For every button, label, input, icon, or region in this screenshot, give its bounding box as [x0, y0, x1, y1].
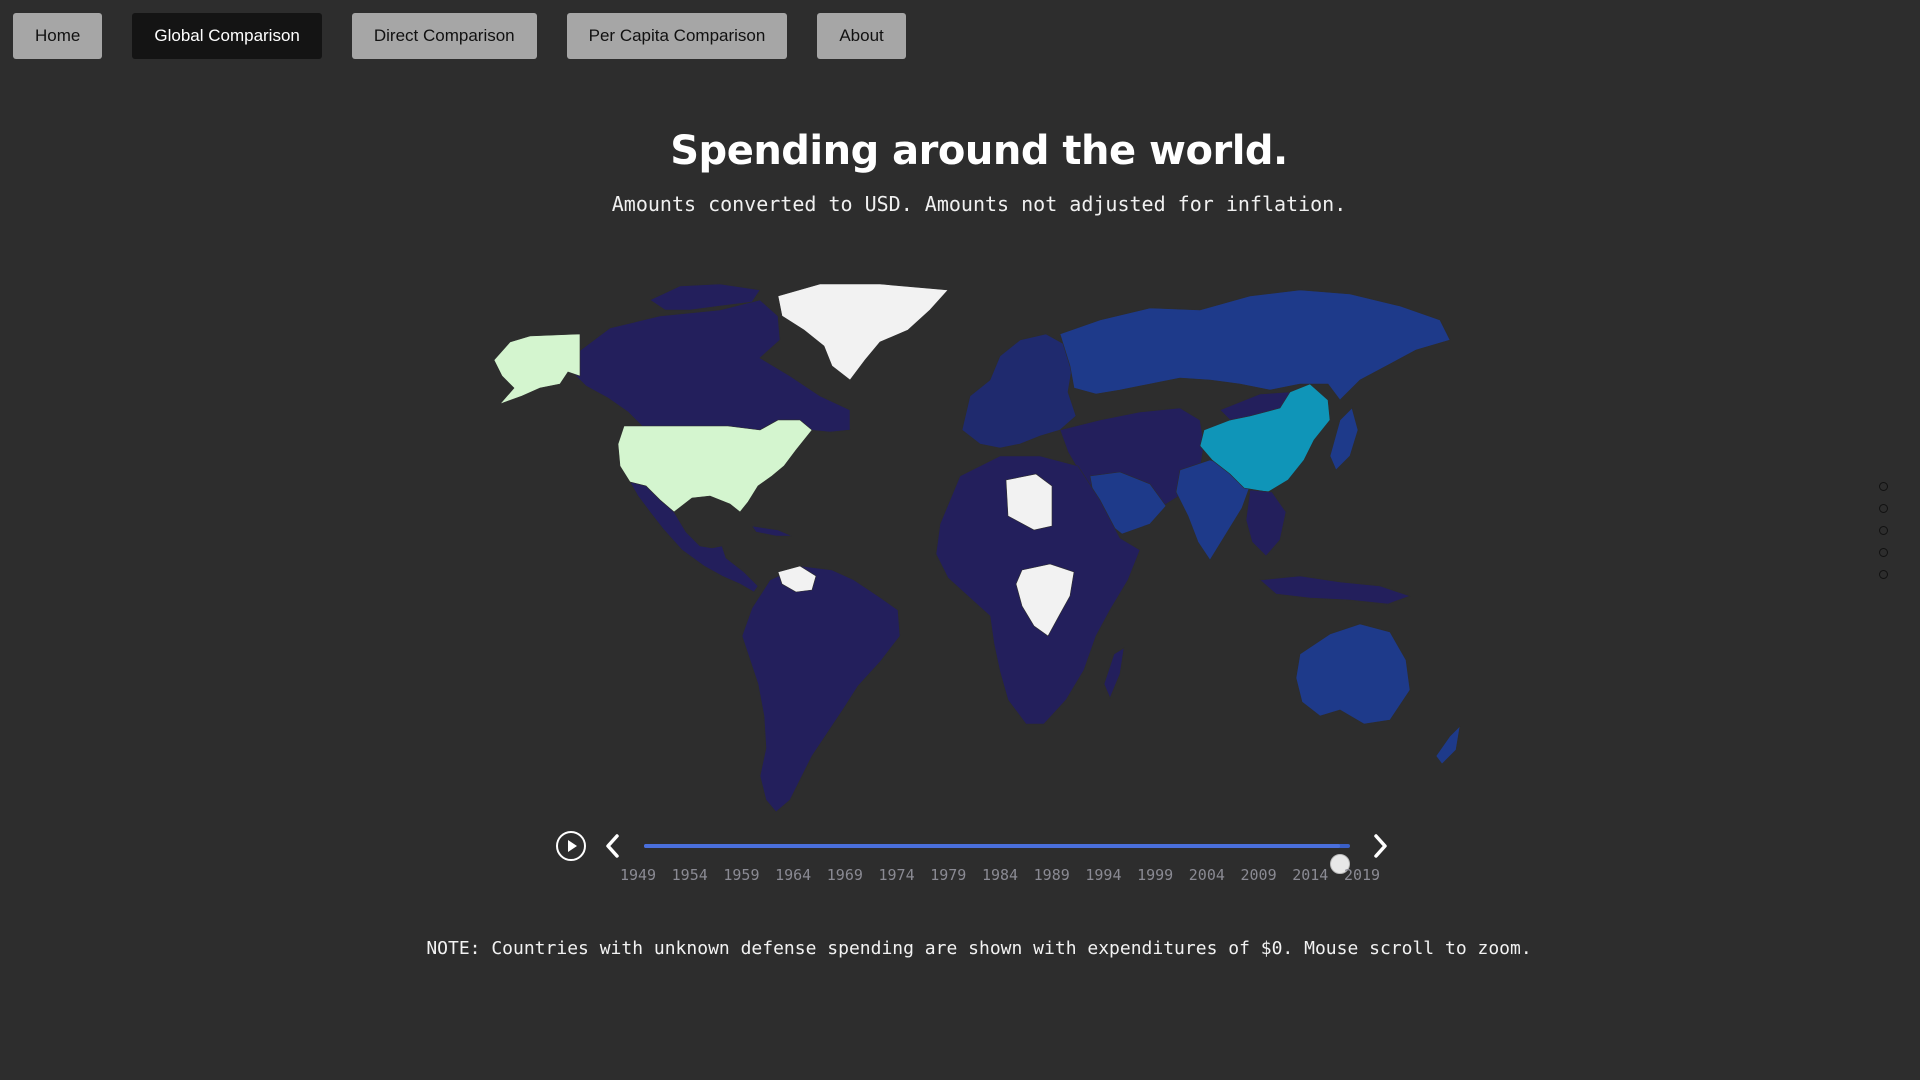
top-nav: Home Global Comparison Direct Comparison… — [13, 13, 906, 59]
world-map[interactable] — [460, 280, 1500, 820]
region-libya[interactable] — [1005, 473, 1053, 531]
year-tick-label: 1999 — [1137, 866, 1174, 884]
section-dot[interactable] — [1879, 482, 1888, 491]
region-alaska[interactable] — [493, 333, 581, 405]
nav-direct-comparison-button[interactable]: Direct Comparison — [351, 13, 537, 59]
page-title: Spending around the world. — [670, 128, 1288, 174]
region-mongolia[interactable] — [1219, 391, 1291, 421]
nav-per-capita-comparison-button[interactable]: Per Capita Comparison — [566, 13, 788, 59]
region-central-africa[interactable] — [1015, 563, 1075, 637]
section-dot[interactable] — [1879, 526, 1888, 535]
year-tick-label: 1979 — [930, 866, 967, 884]
region-canada-arctic[interactable] — [649, 283, 761, 311]
region-venezuela[interactable] — [777, 565, 817, 593]
region-new-zealand[interactable] — [1435, 725, 1461, 765]
timeline-controls: 1949 1954 1959 1964 1969 1974 1979 1984 1989 1994… — [550, 826, 1400, 896]
region-japan[interactable] — [1329, 407, 1359, 471]
region-south-america[interactable] — [741, 565, 901, 813]
year-tick-label: 1974 — [878, 866, 915, 884]
region-canada[interactable] — [569, 299, 851, 433]
section-nav-dots — [1879, 482, 1888, 579]
region-mexico[interactable] — [629, 481, 759, 593]
region-europe[interactable] — [961, 333, 1077, 449]
region-southeast-asia[interactable] — [1245, 489, 1287, 557]
footer-note: NOTE: Countries with unknown defense spe… — [426, 938, 1532, 959]
section-dot[interactable] — [1879, 504, 1888, 513]
region-caribbean[interactable] — [751, 525, 793, 537]
year-tick-label: 2009 — [1240, 866, 1277, 884]
year-slider-track[interactable] — [644, 844, 1351, 874]
year-tick-label: 1994 — [1085, 866, 1122, 884]
year-tick-label: 2019 — [1343, 866, 1381, 884]
nav-home-button[interactable]: Home — [13, 13, 103, 59]
year-tick-label: 1984 — [981, 866, 1019, 884]
region-russia[interactable] — [1059, 289, 1451, 401]
year-ticks: 1949 1954 1959 1964 1969 1974 1979 1984 1989 1994… — [620, 866, 1380, 886]
play-circle-icon[interactable] — [555, 830, 587, 862]
section-dot[interactable] — [1879, 548, 1888, 557]
region-australia[interactable] — [1295, 623, 1411, 725]
year-tick-label: 1954 — [671, 866, 708, 884]
year-tick-label: 1964 — [775, 866, 812, 884]
year-tick-label: 1969 — [826, 866, 863, 884]
region-greenland[interactable] — [777, 283, 949, 381]
region-madagascar[interactable] — [1103, 647, 1125, 699]
year-slider-thumb[interactable] — [1330, 854, 1351, 874]
year-tick-label: 1949 — [619, 866, 657, 884]
chevron-right-icon[interactable] — [1367, 832, 1393, 860]
nav-about-button[interactable]: About — [817, 13, 906, 59]
region-indonesia[interactable] — [1259, 575, 1411, 605]
year-tick-label: 1959 — [723, 866, 760, 884]
page-subtitle: Amounts converted to USD. Amounts not ad… — [611, 192, 1347, 216]
year-tick-label: 2014 — [1292, 866, 1329, 884]
year-tick-label: 1989 — [1033, 866, 1070, 884]
section-dot[interactable] — [1879, 570, 1888, 579]
nav-global-comparison-button[interactable]: Global Comparison — [132, 13, 322, 59]
year-tick-label: 2004 — [1188, 866, 1225, 884]
year-slider-fill — [644, 844, 1341, 848]
chevron-left-icon[interactable] — [600, 832, 626, 860]
